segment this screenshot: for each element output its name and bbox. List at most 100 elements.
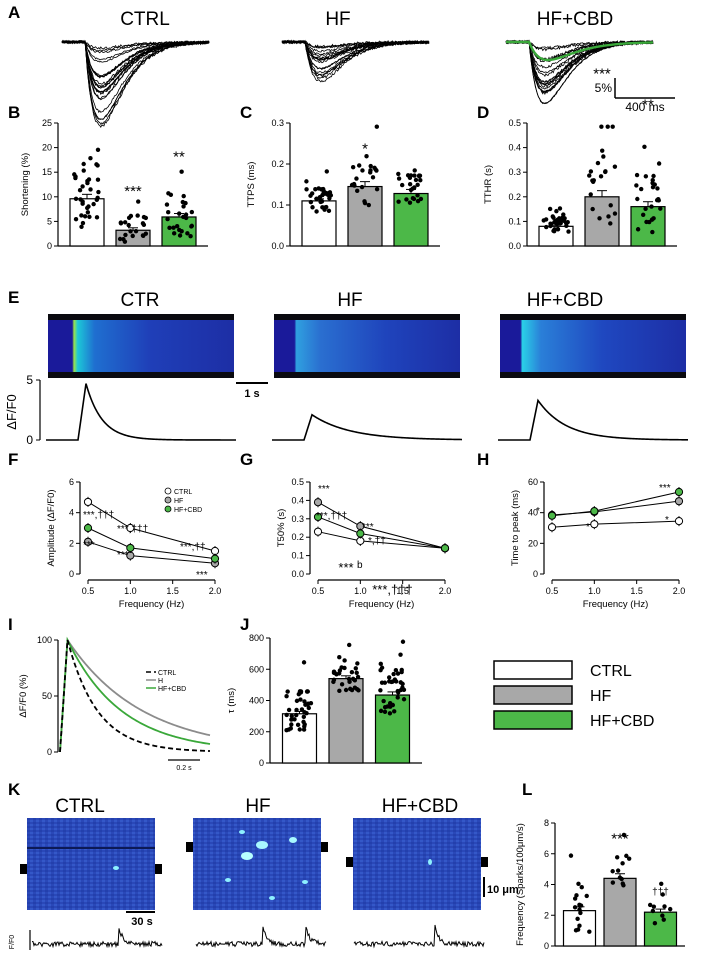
data-point — [608, 203, 613, 208]
data-point — [660, 892, 665, 897]
data-point — [167, 225, 172, 231]
y-tick-label: 6 — [544, 849, 549, 859]
panel-k-sparks — [113, 830, 432, 900]
data-point — [575, 916, 580, 922]
data-point — [612, 211, 618, 216]
legend-label-ctrl: CTRL — [590, 663, 632, 680]
y-tick-label: 10 — [42, 192, 52, 202]
chart-j-tau: 0 200 400 600 800 τ (ms) *** ***,††† — [226, 560, 422, 768]
data-point — [143, 215, 149, 221]
data-point — [565, 219, 570, 225]
annotation: *** — [659, 483, 671, 494]
y-tick-label: 2 — [69, 538, 74, 548]
data-point — [81, 161, 86, 167]
panel-k-marker-left — [20, 864, 27, 874]
y-axis-label: τ (ms) — [226, 688, 237, 713]
spark — [289, 837, 297, 843]
data-point — [368, 168, 373, 173]
legend-label-hf: HF — [590, 688, 612, 705]
data-point — [415, 182, 420, 188]
significance-mark: ** — [173, 149, 185, 166]
data-point — [584, 893, 589, 899]
data-point — [165, 216, 170, 222]
y-axis-label: TTPS (ms) — [246, 162, 257, 208]
y-tick-label: 0.0 — [508, 241, 521, 251]
x-tick-label: 1.0 — [124, 586, 137, 596]
data-point — [621, 883, 626, 888]
data-point — [651, 904, 657, 909]
decay-curve — [59, 636, 211, 753]
data-point — [647, 902, 653, 908]
y-tick-label: 0 — [259, 758, 264, 768]
data-point — [295, 722, 301, 728]
point-hf-cbd — [83, 523, 93, 533]
point-hf-cbd — [313, 512, 323, 522]
fluorescence-trace — [195, 926, 327, 949]
data-point — [650, 908, 656, 914]
panel-label-c: C — [240, 103, 252, 122]
data-point — [610, 869, 615, 874]
data-point — [387, 711, 393, 716]
data-point — [310, 205, 315, 210]
data-point — [610, 124, 615, 129]
panel-e-title-hfcbd: HF+CBD — [527, 290, 604, 311]
data-point — [91, 201, 96, 207]
y-tick-label: 4 — [69, 508, 74, 518]
data-point — [294, 707, 299, 713]
point-hf-cbd — [356, 529, 365, 538]
panel-k-image-hfcbd — [353, 818, 481, 910]
x-tick-label: 1.5 — [396, 586, 409, 596]
x-tick-label: 1.0 — [354, 586, 367, 596]
data-point — [578, 903, 584, 908]
data-point — [374, 124, 380, 129]
sarcomere-trace — [61, 40, 210, 87]
data-point — [620, 861, 625, 866]
data-point — [558, 219, 563, 224]
panel-k-marker-right — [481, 857, 488, 867]
data-point — [343, 687, 349, 693]
data-point — [374, 186, 380, 192]
panel-k-trace-ylabel: F/F0 — [9, 935, 16, 949]
annotation: *** — [117, 550, 129, 561]
point-hf-cbd — [674, 487, 684, 497]
significance-mark: ††† — [652, 887, 669, 898]
y-tick-label: 0.3 — [508, 167, 521, 177]
y-tick-label: 20 — [528, 538, 538, 548]
annotation: b — [357, 560, 363, 571]
annotation: *,†† — [368, 536, 386, 547]
data-point — [136, 199, 141, 204]
data-point — [639, 186, 644, 192]
legend-swatch-ctrl — [493, 660, 573, 680]
panel-k-scale-x-label: 30 s — [131, 916, 152, 928]
data-point — [331, 677, 337, 683]
data-point — [578, 910, 583, 916]
x-tick-label: 0.5 — [82, 586, 95, 596]
y-tick-label: 0.3 — [291, 514, 304, 524]
y-axis-label: Amplitude (ΔF/F0) — [46, 489, 57, 566]
data-point — [354, 176, 359, 181]
data-point — [357, 163, 362, 168]
data-point — [597, 216, 602, 221]
data-point — [548, 223, 553, 229]
data-point — [413, 177, 419, 183]
data-point — [415, 193, 420, 198]
data-point — [587, 173, 592, 178]
data-point — [284, 693, 289, 699]
x-tick-label: 2.0 — [439, 586, 452, 596]
data-point — [619, 876, 624, 882]
y-tick-label: 0.4 — [508, 143, 521, 153]
annotation: * — [536, 506, 540, 517]
significance-mark: * — [362, 141, 368, 158]
panel-label-i: I — [8, 615, 13, 634]
spark — [269, 896, 275, 900]
y-tick-label: 40 — [528, 508, 538, 518]
data-point — [668, 906, 673, 912]
data-point — [410, 186, 415, 191]
data-point — [368, 163, 373, 169]
data-point — [603, 169, 608, 174]
data-point — [301, 714, 307, 720]
legend-marker — [164, 496, 172, 504]
data-point — [319, 187, 324, 192]
bar-hf — [347, 185, 383, 247]
